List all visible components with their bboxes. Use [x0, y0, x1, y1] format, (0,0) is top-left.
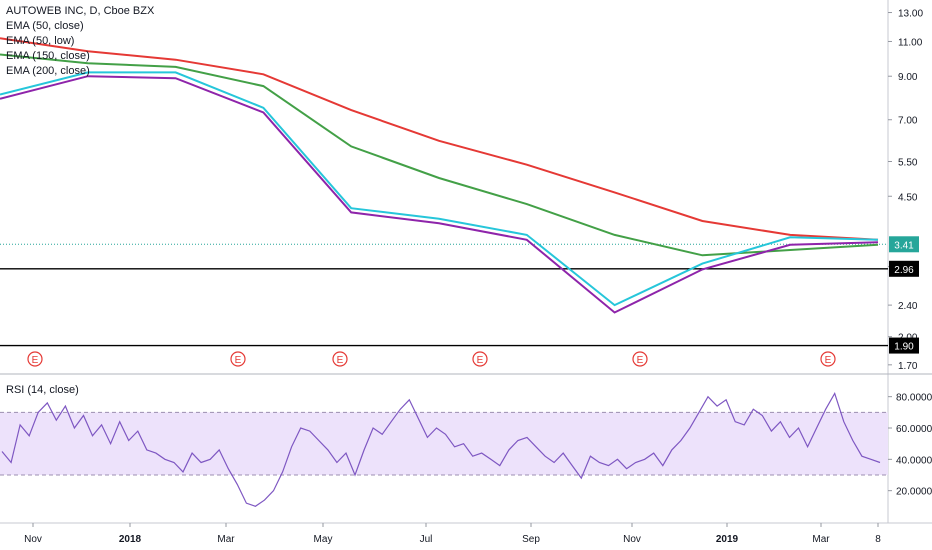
price-tick-label: 13.00	[898, 9, 923, 20]
ema-line	[0, 53, 879, 257]
rsi-legend: RSI (14, close)	[6, 384, 79, 396]
time-tick-label: 2019	[716, 534, 739, 545]
time-tick-label: Jul	[420, 534, 433, 545]
rsi-tick-label: 40.0000	[896, 455, 932, 466]
rsi-tick-label: 60.0000	[896, 424, 932, 435]
earnings-marker	[332, 351, 348, 367]
time-tick-label: Nov	[24, 534, 42, 545]
ema-line	[0, 71, 879, 307]
price-tick-label: 11.00	[898, 37, 923, 48]
rsi-tick-label: 20.0000	[896, 487, 932, 498]
rsi-line	[1, 392, 881, 507]
legend-ema-200-close: EMA (200, close)	[6, 65, 90, 77]
last-price-box	[889, 236, 919, 253]
price-tick-label: 5.50	[898, 158, 918, 169]
time-tick-label: 2018	[119, 534, 142, 545]
earnings-marker	[632, 351, 648, 367]
earnings-marker-label: E	[337, 355, 344, 366]
earnings-marker	[27, 351, 43, 367]
ema-line	[0, 37, 879, 241]
earnings-marker-label: E	[235, 355, 242, 366]
level-label: 2.96	[894, 265, 914, 276]
time-tick-label: Mar	[217, 534, 235, 545]
last-price-label: 3.41	[894, 240, 914, 251]
earnings-marker	[820, 351, 836, 367]
price-tick-label: 1.70	[898, 361, 918, 372]
rsi-band-fill	[0, 412, 888, 475]
earnings-marker	[230, 351, 246, 367]
rsi-tick-label: 80.0000	[896, 393, 932, 404]
time-tick-label: Mar	[812, 534, 830, 545]
legend-ema-150-close: EMA (150, close)	[6, 50, 90, 62]
price-tick-label: 7.00	[898, 116, 918, 127]
level-label-box	[889, 260, 919, 277]
time-tick-label: 8	[875, 534, 881, 545]
chart-title: AUTOWEB INC, D, Cboe BZX	[6, 5, 155, 17]
legend-ema-50-close: EMA (50, close)	[6, 20, 84, 32]
time-tick-label: Nov	[623, 534, 641, 545]
earnings-marker-label: E	[825, 355, 832, 366]
price-tick-label: 4.50	[898, 192, 918, 203]
level-label-box	[889, 337, 919, 354]
earnings-marker	[472, 351, 488, 367]
time-tick-label: Sep	[522, 534, 540, 545]
price-tick-label: 2.40	[898, 301, 918, 312]
earnings-marker-label: E	[477, 355, 484, 366]
earnings-marker-label: E	[32, 355, 39, 366]
chart-legend: AUTOWEB INC, D, Cboe BZX EMA (50, close)…	[6, 4, 154, 79]
level-label: 1.90	[894, 342, 914, 353]
time-tick-label: May	[314, 534, 333, 545]
ema-line	[0, 75, 879, 314]
earnings-marker-label: E	[637, 355, 644, 366]
price-tick-label: 9.00	[898, 72, 918, 83]
legend-ema-50-low: EMA (50, low)	[6, 35, 75, 47]
